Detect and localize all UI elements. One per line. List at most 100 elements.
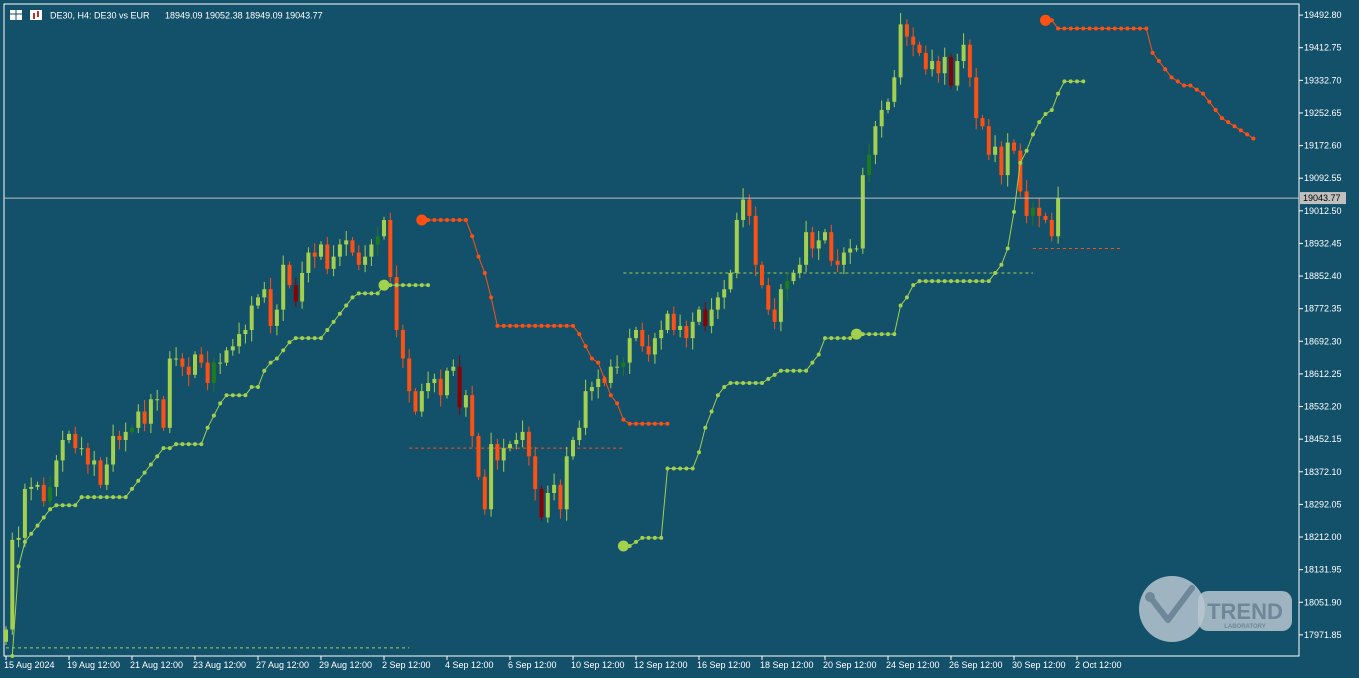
trailing-stop-dot [520,323,525,328]
trailing-stop-dot [249,385,254,390]
trailing-stop-dot [980,279,985,284]
trailing-stop-dot [829,336,834,341]
trailing-stop-dot [879,332,884,337]
candle-body [230,346,235,351]
y-tick-label: 18051.90 [1304,597,1342,607]
trailing-stop-dot [766,376,771,381]
candle-body [60,440,65,461]
trailing-stop-dot [558,323,563,328]
candle-body [728,272,733,290]
trailing-stop-dot [426,283,431,288]
candle-body [797,264,802,273]
trailing-stop-dot [514,323,519,328]
trailing-stop-dot [1131,26,1136,31]
candle-body [407,358,412,392]
candle-body [85,448,90,465]
y-tick-label: 18292.05 [1304,499,1342,509]
trailing-stop-dot [652,421,657,426]
candle-body [583,391,588,428]
candle-body [715,297,720,310]
trailing-stop-dot [35,523,40,528]
candle-body [148,399,153,424]
trailing-stop-dot [256,385,260,390]
trailing-stop-dot [1018,160,1023,165]
candle-body [1018,150,1023,192]
trailing-stop-dot [29,531,34,536]
x-tick-label: 21 Aug 12:00 [130,660,183,670]
chart-header: DE30, H4: DE30 vs EUR 18949.09 19052.38 … [10,10,323,21]
trailing-stop-dot [41,515,46,520]
logo-node [1145,592,1155,602]
trailing-stop-dot [117,495,122,500]
candle-body [634,330,638,339]
candle-body [73,433,78,449]
y-tick-label: 19492.80 [1304,10,1342,20]
candle-body [218,362,223,364]
trailing-stop-dot [797,368,802,373]
x-tick-label: 6 Sep 12:00 [508,660,557,670]
y-tick-label: 19332.70 [1304,75,1342,85]
trailing-stop-dot [709,409,714,414]
candle-body [949,56,953,86]
trailing-stop-dot [816,352,821,357]
trailing-stop-dot [1093,26,1098,31]
trailing-stop-dot [627,421,632,426]
trailing-stop-dot [470,234,475,239]
candle-body [419,391,424,412]
trailing-stop-dot [659,421,664,426]
chart-type-icon[interactable] [30,10,42,20]
candle-body [262,289,267,298]
candle-body [356,252,361,265]
candle-body [136,411,141,428]
x-tick-label: 19 Aug 12:00 [67,660,120,670]
x-tick-label: 23 Aug 12:00 [193,660,246,670]
trailing-stop-dot [501,323,506,328]
trailing-stop-dot [1056,91,1061,96]
trailing-stop-dot [577,332,582,337]
trailing-stop-dot [1201,91,1205,96]
y-tick-label: 19092.55 [1304,173,1342,183]
trailing-stop-dot [993,270,998,275]
candle-body [331,256,336,269]
trailing-stop-dot [1232,124,1237,129]
candle-body [514,440,519,445]
candle-body [432,378,437,383]
trailing-stop-dot [697,450,701,455]
x-tick-label: 18 Sep 12:00 [760,660,814,670]
trailing-stop-dot [1106,26,1111,31]
trailing-stop-dot [394,283,399,288]
candle-body [312,252,317,257]
trailing-stop-dot [1062,26,1067,31]
chart-type-icon-bar-2 [37,11,39,17]
candle-body [785,281,790,290]
trailing-stop-dot [85,495,90,500]
trailing-stop-dot [1012,209,1016,214]
candle-body [936,61,941,74]
trailing-stop-dot [1043,112,1048,117]
candle-body [1056,198,1061,237]
x-tick-label: 27 Aug 12:00 [256,660,309,670]
trailing-stop-dot [161,446,166,451]
candle-body [810,232,815,249]
candle-body [29,486,34,489]
trailing-stop-dot [1112,26,1117,31]
candle-body [552,484,557,493]
candle-body [249,305,254,330]
signal-marker [378,279,390,291]
y-tick-label: 18612.25 [1304,369,1342,379]
candle-body [665,313,670,330]
x-tick-label: 24 Sep 12:00 [886,660,940,670]
trailing-stop-dot [1169,75,1174,80]
trend-laboratory-logo [1139,576,1205,642]
trailing-stop-dot [961,279,966,284]
candle-body [243,330,248,335]
trailing-stop-dot [571,323,575,328]
trailing-stop-dot [98,495,103,500]
trailing-stop-dot [1049,107,1054,112]
candle-body [205,362,210,383]
trailing-stop-dot [917,279,922,284]
trailing-stop-dot [344,303,349,308]
candle-body [829,232,834,261]
trailing-stop-dot [104,495,109,500]
trailing-stop-dot [1005,246,1010,251]
